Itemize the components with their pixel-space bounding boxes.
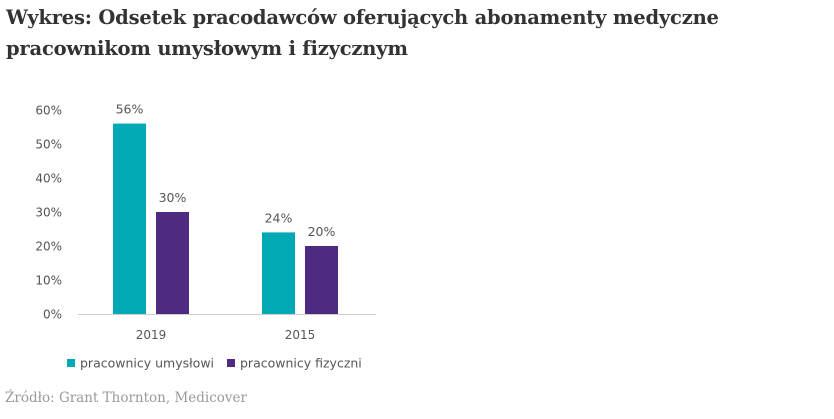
chart-title: Wykres: Odsetek pracodawców oferujących … [6, 6, 719, 60]
legend-label: pracownicy umysłowi [80, 356, 214, 371]
bar-value-label: 56% [116, 102, 144, 117]
source-note: Źródło: Grant Thornton, Medicover [5, 390, 247, 406]
legend-swatch [67, 359, 75, 367]
y-tick-label: 60% [35, 104, 62, 118]
bar-value-label: 24% [265, 210, 293, 225]
bar [305, 246, 338, 314]
bar [113, 123, 146, 314]
y-tick-label: 40% [35, 172, 62, 186]
bar [262, 232, 295, 314]
legend-swatch [227, 359, 235, 367]
bar [156, 212, 189, 314]
y-tick-label: 50% [35, 138, 62, 152]
y-tick-label: 0% [43, 308, 62, 322]
bar-value-label: 30% [159, 190, 187, 205]
legend-label: pracownicy fizyczni [240, 356, 362, 371]
x-tick-label: 2019 [136, 328, 167, 342]
y-tick-label: 20% [35, 240, 62, 254]
x-tick-label: 2015 [285, 328, 316, 342]
bar-value-label: 20% [308, 224, 336, 239]
y-tick-label: 30% [35, 206, 62, 220]
y-tick-label: 10% [35, 274, 62, 288]
